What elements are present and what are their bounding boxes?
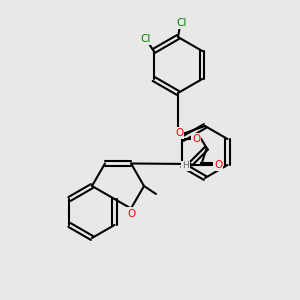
Text: O: O [214, 160, 222, 170]
Text: Cl: Cl [177, 18, 187, 28]
Text: H: H [182, 161, 189, 170]
Text: O: O [175, 128, 183, 138]
Text: O: O [127, 208, 135, 218]
Text: Cl: Cl [141, 34, 151, 44]
Text: O: O [192, 134, 200, 144]
